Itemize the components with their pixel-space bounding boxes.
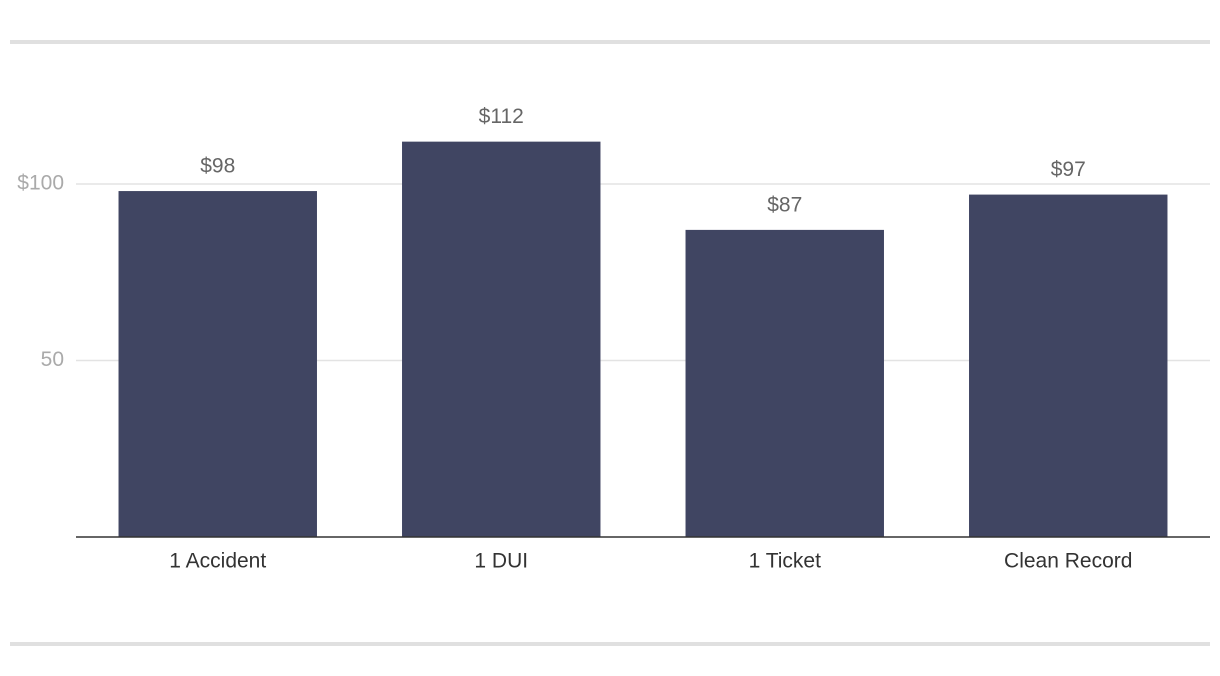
y-tick-label: 50 (41, 348, 64, 371)
x-tick-label: Clean Record (1004, 550, 1132, 573)
bar (685, 229, 884, 537)
value-label: $97 (1051, 158, 1086, 181)
y-tick-label: $100 (17, 172, 64, 195)
x-tick-label: 1 DUI (474, 550, 528, 573)
bar (402, 141, 601, 537)
x-tick-label: 1 Accident (169, 550, 266, 573)
bar (969, 194, 1168, 537)
top-divider (10, 40, 1210, 44)
value-label: $87 (767, 193, 802, 216)
bar (118, 191, 317, 537)
bottom-divider (10, 642, 1210, 646)
value-label: $112 (479, 105, 524, 128)
value-label: $98 (200, 155, 235, 178)
x-tick-label: 1 Ticket (749, 550, 822, 573)
